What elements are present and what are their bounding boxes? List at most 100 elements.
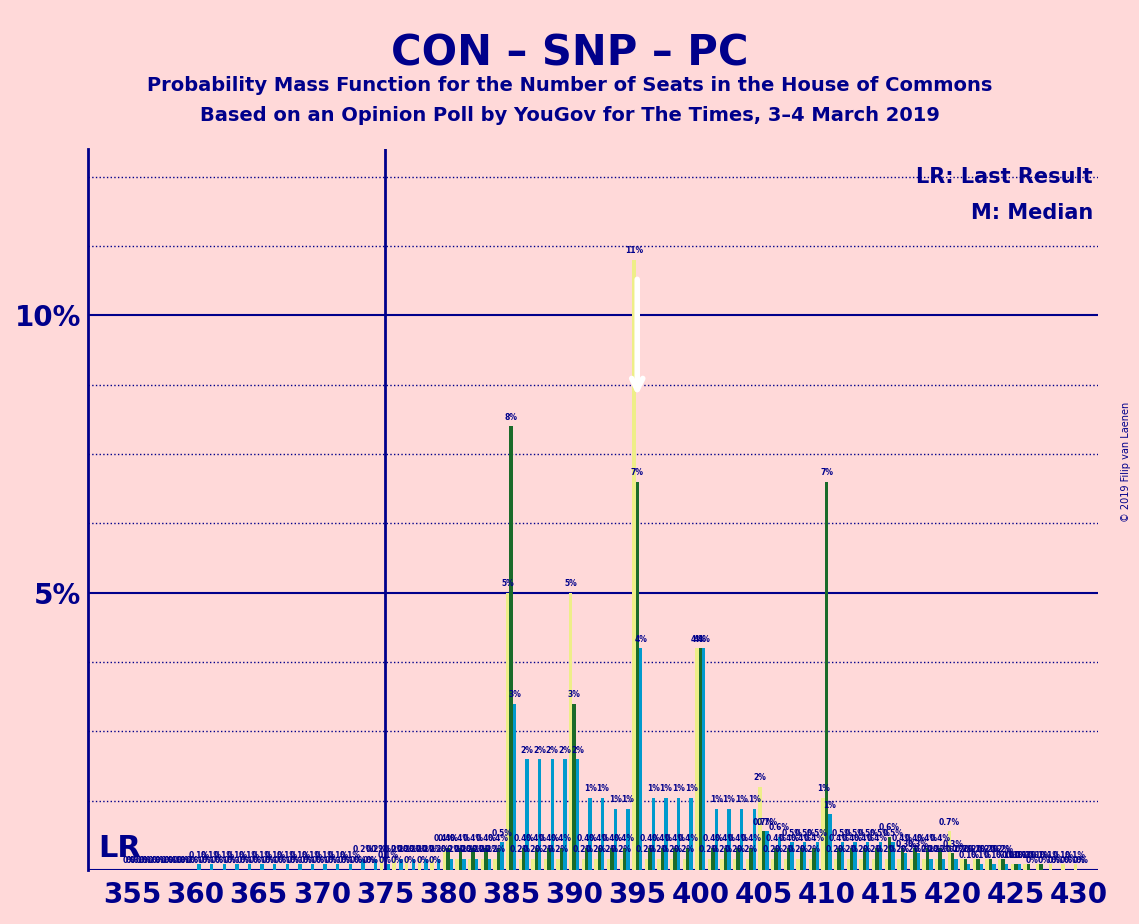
Bar <box>493 858 497 869</box>
Bar <box>828 814 831 869</box>
Text: 0.1%: 0.1% <box>289 851 311 860</box>
Text: 0.1%: 0.1% <box>997 851 1017 860</box>
Text: 0.4%: 0.4% <box>551 834 572 844</box>
Text: 0.5%: 0.5% <box>833 829 853 838</box>
Text: 0.2%: 0.2% <box>384 845 404 855</box>
Bar <box>664 797 667 869</box>
Text: 0%: 0% <box>366 857 378 866</box>
Text: 0%: 0% <box>1050 857 1064 866</box>
Text: 0.4%: 0.4% <box>589 834 609 844</box>
Text: 3%: 3% <box>567 690 581 699</box>
Bar <box>923 858 926 869</box>
Bar <box>513 703 516 869</box>
Bar <box>759 786 762 869</box>
Bar <box>837 847 841 869</box>
Text: 0%: 0% <box>274 857 287 866</box>
Text: 0.4%: 0.4% <box>601 834 623 844</box>
Text: Based on an Opinion Poll by YouGov for The Times, 3–4 March 2019: Based on an Opinion Poll by YouGov for T… <box>199 106 940 126</box>
Text: 0.2%: 0.2% <box>699 845 720 855</box>
Text: 7%: 7% <box>820 468 833 478</box>
Text: 0.4%: 0.4% <box>450 834 472 844</box>
Bar <box>985 858 989 869</box>
Bar <box>913 847 917 869</box>
Bar <box>728 808 731 869</box>
Text: 0%: 0% <box>290 857 303 866</box>
Text: 0%: 0% <box>180 857 192 866</box>
Bar <box>500 842 503 869</box>
Bar <box>550 759 554 869</box>
Bar <box>636 481 639 869</box>
Text: 0.1%: 0.1% <box>188 851 210 860</box>
Text: 0.4%: 0.4% <box>765 834 787 844</box>
Bar <box>601 797 605 869</box>
Bar <box>197 864 200 869</box>
Bar <box>235 864 238 869</box>
Bar <box>942 858 945 869</box>
Text: 0.4%: 0.4% <box>854 834 875 844</box>
Text: 0%: 0% <box>1063 857 1076 866</box>
Text: 8%: 8% <box>505 413 517 422</box>
Text: 1%: 1% <box>748 796 761 805</box>
Text: 1%: 1% <box>622 796 634 805</box>
Text: 0.1%: 0.1% <box>1027 851 1048 860</box>
Text: 0%: 0% <box>378 857 392 866</box>
Bar <box>481 858 484 869</box>
Bar <box>711 847 714 869</box>
Bar <box>753 808 756 869</box>
Bar <box>737 847 740 869</box>
Text: 0.2%: 0.2% <box>980 845 1001 855</box>
Bar <box>576 759 580 869</box>
Bar <box>885 858 888 869</box>
Text: 0.2%: 0.2% <box>826 845 846 855</box>
Bar <box>336 864 339 869</box>
Text: 0.5%: 0.5% <box>794 829 816 838</box>
Text: 0.2%: 0.2% <box>920 845 941 855</box>
Bar <box>626 808 630 869</box>
Text: 0.4%: 0.4% <box>778 834 800 844</box>
Text: 0.1%: 0.1% <box>239 851 260 860</box>
Bar <box>888 836 892 869</box>
Bar <box>1026 864 1030 869</box>
Text: 0.2%: 0.2% <box>371 845 392 855</box>
Text: 0.5%: 0.5% <box>870 829 891 838</box>
Text: 0.4%: 0.4% <box>539 834 559 844</box>
Bar <box>361 858 364 869</box>
Bar <box>707 858 711 869</box>
Text: 0.4%: 0.4% <box>434 834 456 844</box>
Text: 2%: 2% <box>546 746 559 755</box>
Text: 0%: 0% <box>198 857 211 866</box>
Bar <box>298 864 302 869</box>
Text: 0.3%: 0.3% <box>942 840 964 849</box>
Bar <box>784 858 787 869</box>
Bar <box>506 592 509 869</box>
Text: 0%: 0% <box>167 857 180 866</box>
Text: 0.6%: 0.6% <box>769 823 790 833</box>
Text: 0.4%: 0.4% <box>678 834 698 844</box>
Text: 0.1%: 0.1% <box>1002 851 1023 860</box>
Text: 0.1%: 0.1% <box>264 851 285 860</box>
Bar <box>904 853 908 869</box>
Text: 0.1%: 0.1% <box>378 851 399 860</box>
Text: 0.2%: 0.2% <box>523 845 543 855</box>
Text: 0%: 0% <box>316 857 328 866</box>
Text: 0.2%: 0.2% <box>636 845 657 855</box>
Bar <box>311 864 314 869</box>
Text: 1%: 1% <box>685 784 697 794</box>
Text: 0.2%: 0.2% <box>441 845 461 855</box>
Bar <box>803 842 806 869</box>
Text: 0%: 0% <box>239 857 253 866</box>
Bar <box>487 858 491 869</box>
Text: 0%: 0% <box>186 857 198 866</box>
Bar <box>573 703 576 869</box>
Bar <box>976 858 980 869</box>
Text: 0%: 0% <box>202 857 214 866</box>
Text: 0%: 0% <box>252 857 265 866</box>
Text: 0.1%: 0.1% <box>327 851 349 860</box>
Bar <box>349 864 352 869</box>
Text: 0%: 0% <box>126 857 139 866</box>
Text: 0.1%: 0.1% <box>1031 851 1051 860</box>
Bar <box>405 858 409 869</box>
Text: 0.2%: 0.2% <box>762 845 784 855</box>
Bar <box>878 842 882 869</box>
Bar <box>980 864 983 869</box>
